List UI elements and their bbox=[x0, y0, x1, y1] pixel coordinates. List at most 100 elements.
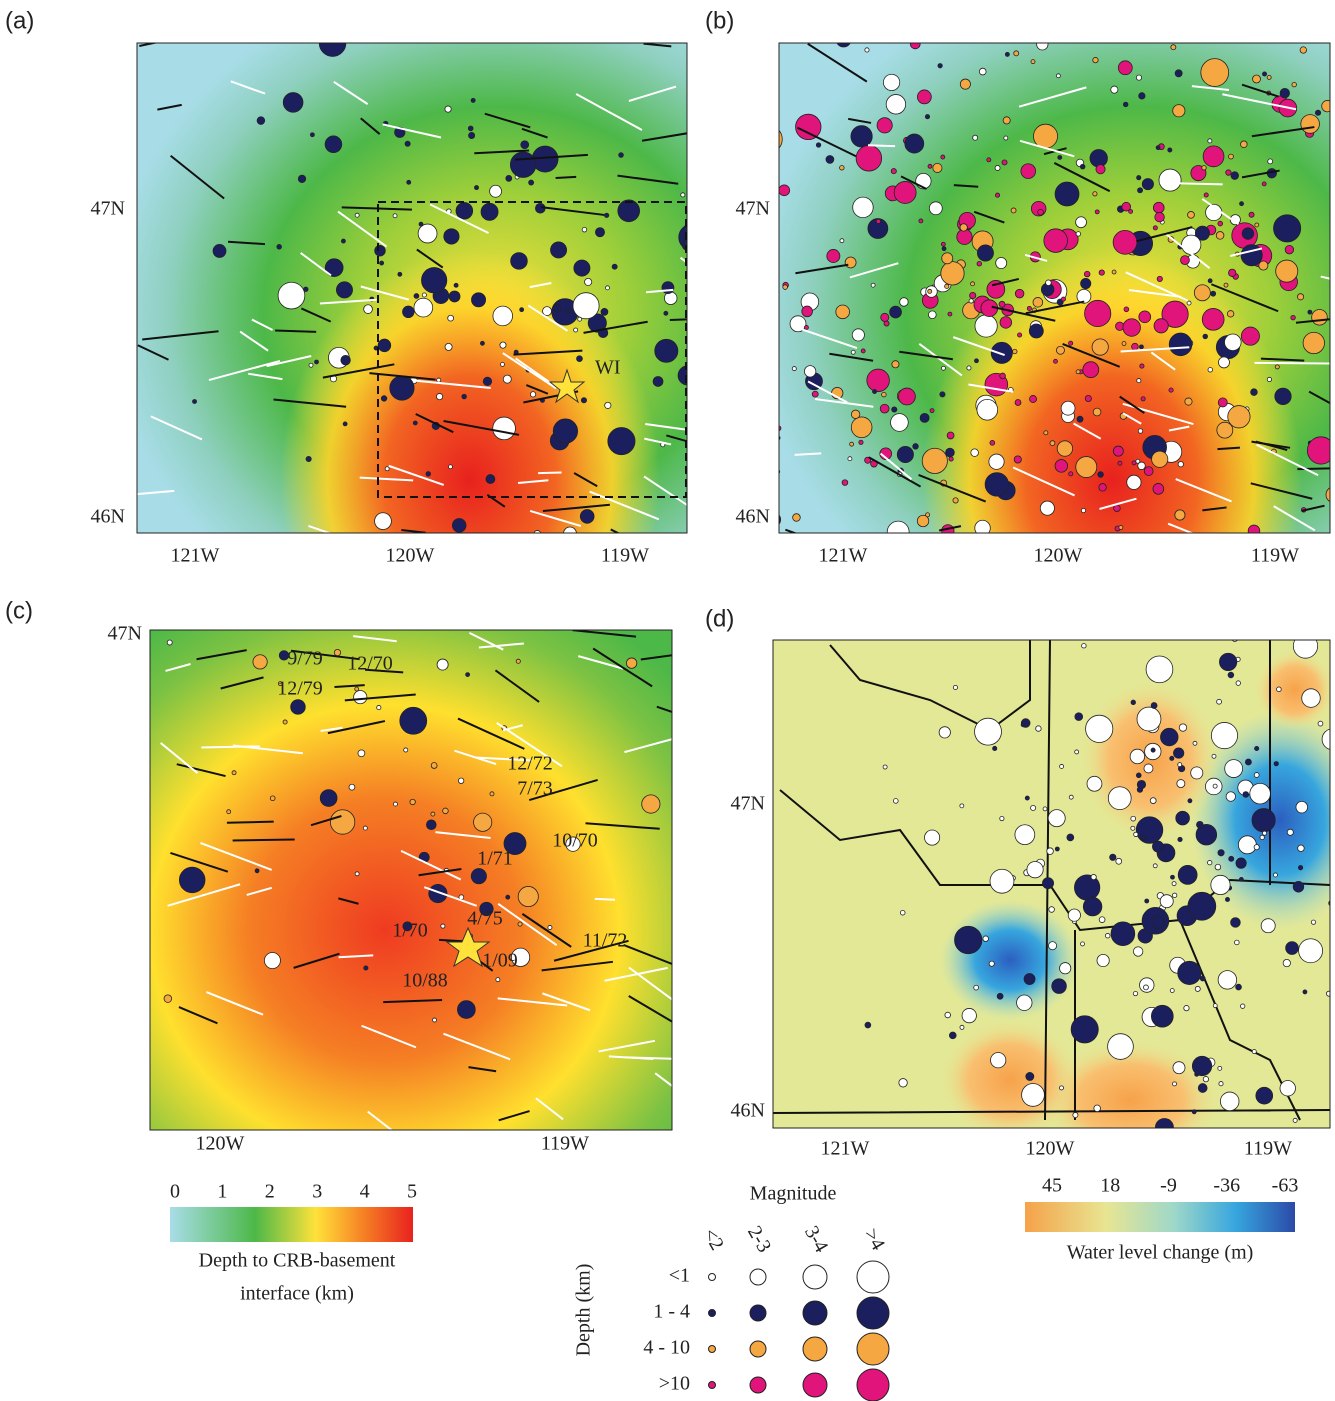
fault bbox=[538, 473, 562, 474]
quake bbox=[521, 141, 529, 149]
quake bbox=[378, 339, 391, 352]
quake bbox=[1169, 388, 1173, 392]
panel-label: (a) bbox=[5, 7, 34, 34]
quake bbox=[585, 278, 592, 285]
quake bbox=[612, 264, 617, 269]
quake bbox=[1286, 942, 1299, 955]
quake bbox=[1228, 672, 1234, 678]
quake bbox=[334, 649, 340, 655]
quake bbox=[485, 26, 497, 38]
quake bbox=[882, 392, 887, 397]
quake bbox=[1118, 61, 1132, 75]
quake bbox=[1150, 798, 1156, 804]
quake bbox=[913, 444, 919, 450]
quake bbox=[1037, 39, 1048, 50]
quake bbox=[443, 808, 449, 814]
quake bbox=[802, 306, 813, 317]
quake bbox=[713, 392, 730, 409]
quake bbox=[941, 155, 945, 159]
quake bbox=[891, 169, 896, 174]
quake bbox=[1122, 342, 1126, 346]
quake bbox=[474, 813, 492, 831]
quake bbox=[1083, 897, 1102, 916]
quake bbox=[662, 282, 674, 294]
quake bbox=[973, 135, 978, 140]
quake bbox=[1095, 210, 1099, 214]
quake bbox=[977, 1147, 992, 1162]
lon-label: 120W bbox=[386, 545, 435, 567]
quake bbox=[845, 257, 856, 268]
quake bbox=[1123, 102, 1128, 107]
quake bbox=[1059, 1086, 1063, 1090]
annotation: 4/75 bbox=[467, 908, 503, 930]
quake bbox=[1308, 310, 1312, 314]
quake bbox=[377, 705, 381, 709]
quake bbox=[974, 359, 978, 363]
quake bbox=[433, 1018, 437, 1022]
quake bbox=[704, 532, 710, 538]
quake bbox=[1098, 472, 1104, 478]
quake bbox=[445, 343, 452, 350]
quake bbox=[582, 227, 587, 232]
quake bbox=[1276, 260, 1298, 282]
quake bbox=[534, 530, 541, 537]
quake bbox=[1146, 656, 1173, 683]
quake bbox=[706, 777, 710, 781]
quake bbox=[1224, 283, 1228, 287]
quake bbox=[1172, 882, 1176, 886]
quake bbox=[375, 513, 392, 530]
quake bbox=[1296, 801, 1308, 813]
quake bbox=[977, 261, 982, 266]
quake bbox=[755, 295, 762, 302]
quake bbox=[605, 286, 609, 290]
quake bbox=[1253, 75, 1261, 83]
quake bbox=[574, 260, 590, 276]
quake bbox=[1240, 141, 1247, 148]
quake bbox=[1280, 1081, 1296, 1097]
quake bbox=[364, 966, 368, 970]
quake bbox=[257, 117, 265, 125]
quake bbox=[681, 193, 685, 197]
legend-symbol bbox=[857, 1369, 889, 1401]
quake bbox=[949, 457, 953, 461]
quake bbox=[881, 313, 889, 321]
quake bbox=[1322, 100, 1333, 111]
quake bbox=[1058, 155, 1062, 159]
quake bbox=[1137, 707, 1161, 731]
quake bbox=[474, 186, 478, 190]
quake bbox=[1293, 881, 1304, 892]
quake bbox=[728, 322, 737, 331]
quake bbox=[779, 185, 790, 196]
quake bbox=[974, 556, 980, 562]
quake bbox=[1291, 315, 1296, 320]
quake bbox=[306, 456, 311, 461]
quake bbox=[1136, 75, 1141, 80]
quake bbox=[933, 573, 937, 577]
quake bbox=[990, 869, 1014, 893]
quake bbox=[1160, 895, 1173, 908]
quake bbox=[355, 872, 359, 876]
quake bbox=[1004, 136, 1008, 140]
quake bbox=[946, 448, 955, 457]
depth-class: >10 bbox=[659, 1373, 690, 1395]
quake bbox=[456, 202, 473, 219]
quake bbox=[1169, 333, 1192, 356]
quake bbox=[1202, 308, 1224, 330]
lon-label: 119W bbox=[1244, 1138, 1292, 1160]
quake bbox=[1303, 332, 1324, 353]
quake bbox=[748, 217, 765, 234]
quake bbox=[213, 244, 226, 257]
quake bbox=[1283, 959, 1290, 966]
quake bbox=[1087, 776, 1102, 791]
quake bbox=[564, 596, 570, 602]
quake bbox=[917, 515, 928, 526]
quake bbox=[1077, 416, 1083, 422]
quake bbox=[729, 40, 741, 52]
quake bbox=[341, 239, 345, 243]
quake bbox=[1175, 70, 1182, 77]
quake bbox=[796, 114, 821, 139]
quake bbox=[355, 213, 359, 217]
quake bbox=[1010, 630, 1020, 640]
colorbar-tick-label: 4 bbox=[360, 1181, 370, 1203]
quake bbox=[1188, 892, 1216, 920]
